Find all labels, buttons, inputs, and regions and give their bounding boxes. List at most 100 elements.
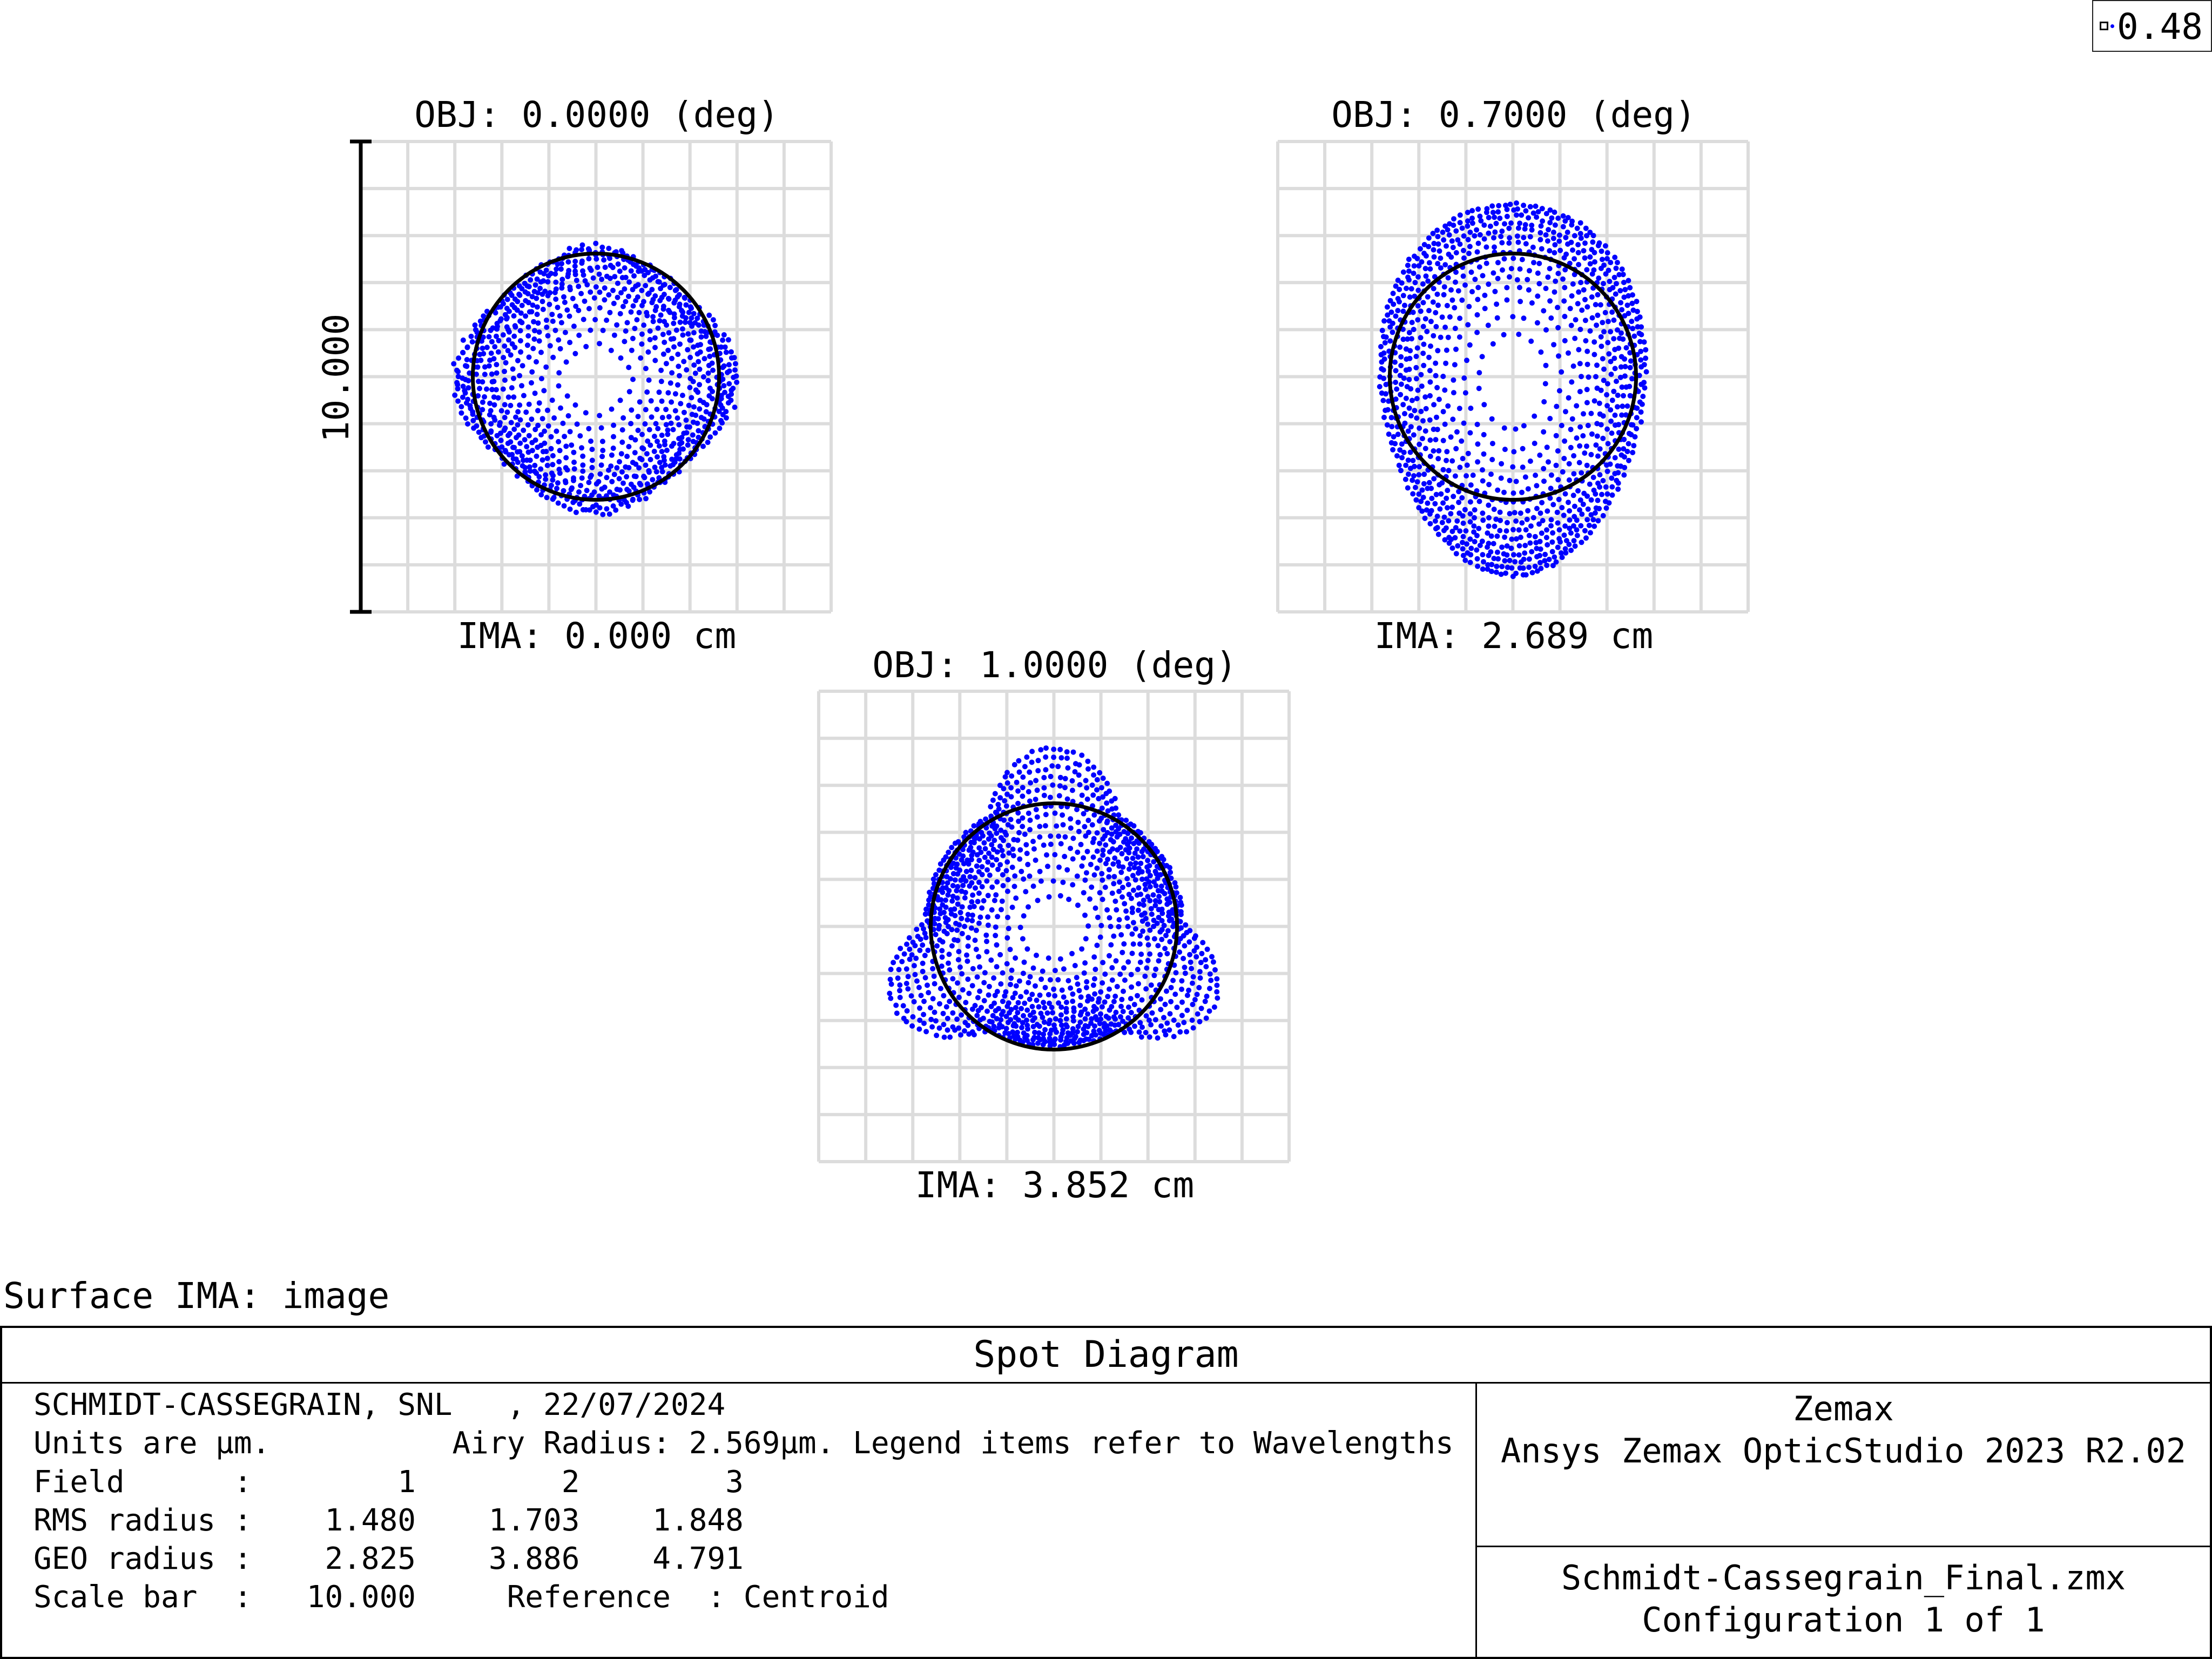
spot-point	[1627, 350, 1633, 356]
spot-point	[1129, 931, 1135, 937]
spot-point	[932, 981, 938, 987]
spot-point	[1467, 230, 1473, 235]
spot-point	[1566, 500, 1571, 505]
spot-point	[1054, 823, 1060, 829]
spot-point	[1571, 538, 1577, 544]
spot-point	[1593, 374, 1599, 380]
spot-point	[667, 463, 673, 469]
spot-point	[1152, 1029, 1158, 1035]
spot-point	[1108, 923, 1114, 929]
spot-point	[534, 312, 540, 318]
spot-point	[1591, 249, 1597, 255]
spot-point	[1384, 304, 1390, 310]
spot-point	[1497, 215, 1503, 221]
spot-point	[669, 399, 675, 405]
spot-point	[1432, 518, 1438, 524]
spot-point	[1393, 313, 1399, 319]
spot-point	[589, 447, 595, 453]
spot-point	[719, 405, 725, 411]
spot-point	[609, 478, 615, 484]
spot-point	[685, 347, 691, 353]
spot-point	[698, 334, 704, 340]
spot-point	[584, 488, 590, 494]
spot-point	[1029, 748, 1035, 754]
spot-point	[1579, 511, 1585, 517]
spot-point	[1057, 893, 1063, 899]
spot-point	[1081, 1037, 1087, 1043]
spot-point	[1634, 426, 1640, 431]
spot-point	[1433, 323, 1439, 329]
spot-point	[492, 344, 498, 350]
spot-point	[1402, 411, 1407, 416]
spot-point	[1452, 473, 1458, 479]
spot-point	[1413, 484, 1418, 490]
spot-point	[1064, 867, 1070, 873]
spot-point	[1499, 564, 1505, 570]
info-title: Spot Diagram	[2, 1328, 2210, 1384]
spot-point	[567, 429, 573, 435]
spot-point	[1611, 317, 1617, 323]
spot-point	[1094, 848, 1100, 854]
spot-point	[464, 345, 470, 350]
spot-point	[529, 440, 535, 446]
spot-point	[1508, 220, 1514, 226]
spot-point	[673, 287, 679, 293]
spot-point	[661, 292, 667, 298]
spot-point	[1151, 936, 1157, 942]
spot-point	[973, 947, 979, 952]
spot-point	[1584, 387, 1590, 393]
spot-point	[926, 902, 932, 908]
spot-point	[1054, 1029, 1060, 1035]
spot-point	[1104, 830, 1110, 835]
spot-point	[588, 327, 594, 333]
spot-point	[579, 475, 585, 481]
spot-point	[1148, 982, 1154, 988]
spot-point	[655, 426, 661, 431]
spot-point	[1586, 374, 1591, 380]
legend: 0.48	[2092, 0, 2212, 52]
spot-point	[1162, 891, 1168, 896]
spot-point	[1016, 818, 1022, 824]
spot-point	[1624, 403, 1630, 409]
spot-point	[657, 460, 663, 466]
spot-point	[1491, 541, 1496, 547]
spot-point	[1577, 327, 1583, 332]
spot-point	[480, 346, 485, 351]
spot-point	[982, 846, 988, 852]
spot-point	[628, 309, 634, 315]
spot-point	[1513, 478, 1519, 484]
spot-point	[653, 304, 659, 309]
spot-point	[599, 244, 605, 250]
spot-point	[662, 462, 668, 468]
spot-point	[1634, 415, 1640, 421]
spot-point	[1544, 444, 1550, 450]
spot-point	[998, 1017, 1004, 1023]
spot-point	[1621, 393, 1626, 399]
spot-point	[1598, 334, 1604, 340]
spot-point	[963, 878, 969, 884]
spot-point	[1400, 293, 1406, 299]
spot-point	[1521, 315, 1527, 321]
spot-point	[968, 857, 974, 862]
spot-point	[685, 331, 691, 337]
spot-point	[1110, 846, 1116, 852]
spot-point	[705, 377, 711, 383]
spot-point	[1207, 986, 1212, 992]
spot-point	[706, 312, 712, 318]
spot-point	[1174, 1004, 1180, 1010]
spot-point	[1572, 233, 1577, 239]
spot-point	[1549, 549, 1555, 555]
spot-point	[1015, 800, 1021, 806]
spot-point	[1158, 884, 1164, 889]
spot-point	[1168, 869, 1174, 875]
spot-point	[1566, 461, 1572, 467]
spot-point	[580, 507, 586, 512]
spot-point	[1033, 983, 1038, 989]
spot-point	[1555, 520, 1561, 526]
spot-point	[1190, 974, 1196, 980]
spot-point	[455, 374, 461, 380]
spot-point	[1046, 894, 1052, 900]
spot-point	[1161, 1015, 1166, 1021]
spot-point	[579, 258, 585, 264]
spot-point	[1024, 1007, 1030, 1013]
